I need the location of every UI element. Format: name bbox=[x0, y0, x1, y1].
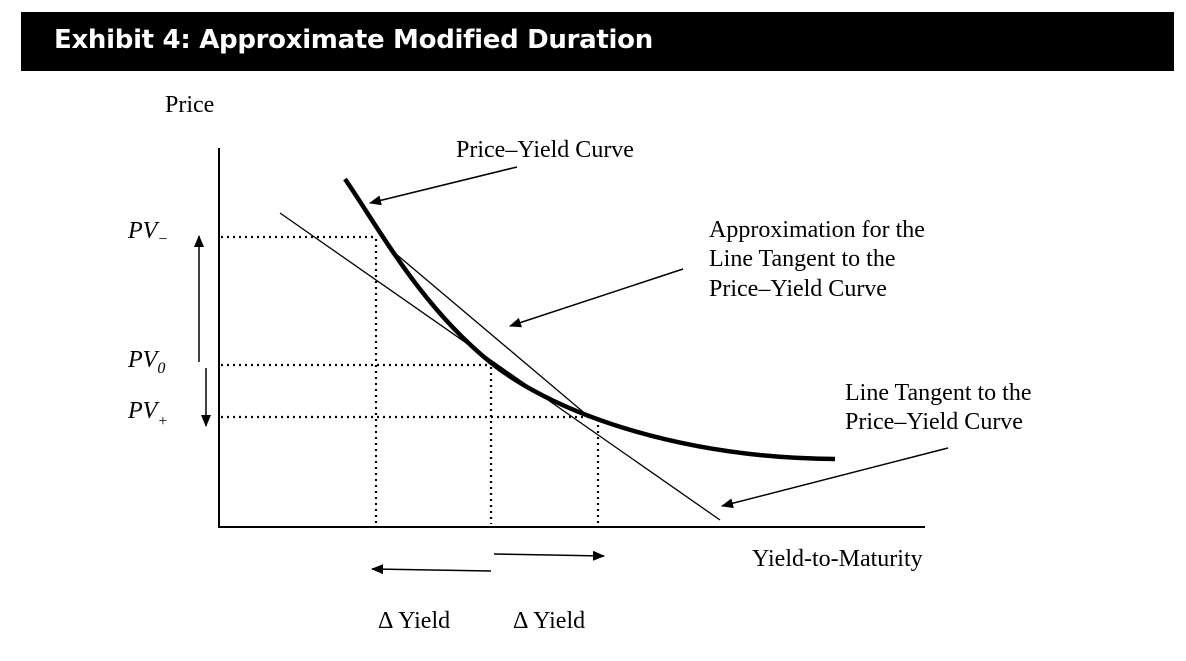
tangent-line-label-line-2: Price–Yield Curve bbox=[845, 409, 1023, 435]
approximation-line bbox=[395, 253, 589, 417]
tangent-line-label-line-1: Line Tangent to the bbox=[845, 380, 1032, 406]
pv-minus-label: PV− bbox=[127, 218, 168, 248]
yield-decrease-arrow bbox=[371, 564, 492, 575]
tangent-line bbox=[279, 212, 721, 521]
pv-zero-label: PV0 bbox=[127, 347, 165, 377]
y-axis-label: Price bbox=[165, 92, 214, 118]
yield-increase-arrow bbox=[493, 550, 605, 561]
approximation-label-line-3: Price–Yield Curve bbox=[709, 276, 887, 302]
price-yield-curve-pointer bbox=[369, 166, 518, 206]
delta-yield-left-label: Δ Yield bbox=[378, 608, 450, 634]
x-axis-label: Yield-to-Maturity bbox=[752, 546, 923, 572]
approximation-pointer bbox=[509, 268, 684, 328]
header-bar: Exhibit 4: Approximate Modified Duration bbox=[21, 12, 1174, 71]
delta-yield-right-label: Δ Yield bbox=[513, 608, 585, 634]
price-yield-curve-label: Price–Yield Curve bbox=[456, 137, 634, 163]
pv-plus-label: PV+ bbox=[127, 398, 168, 430]
approximation-label-line-2: Line Tangent to the bbox=[709, 246, 896, 272]
price-yield-curve bbox=[343, 177, 836, 462]
tangent-line-pointer bbox=[721, 447, 949, 509]
approximation-label-line-1: Approximation for the bbox=[709, 217, 925, 243]
tangent-line-label: Line Tangent to the Price–Yield Curve bbox=[845, 380, 1038, 435]
approximation-label: Approximation for the Line Tangent to th… bbox=[709, 217, 931, 302]
exhibit-title: Exhibit 4: Approximate Modified Duration bbox=[54, 25, 653, 55]
